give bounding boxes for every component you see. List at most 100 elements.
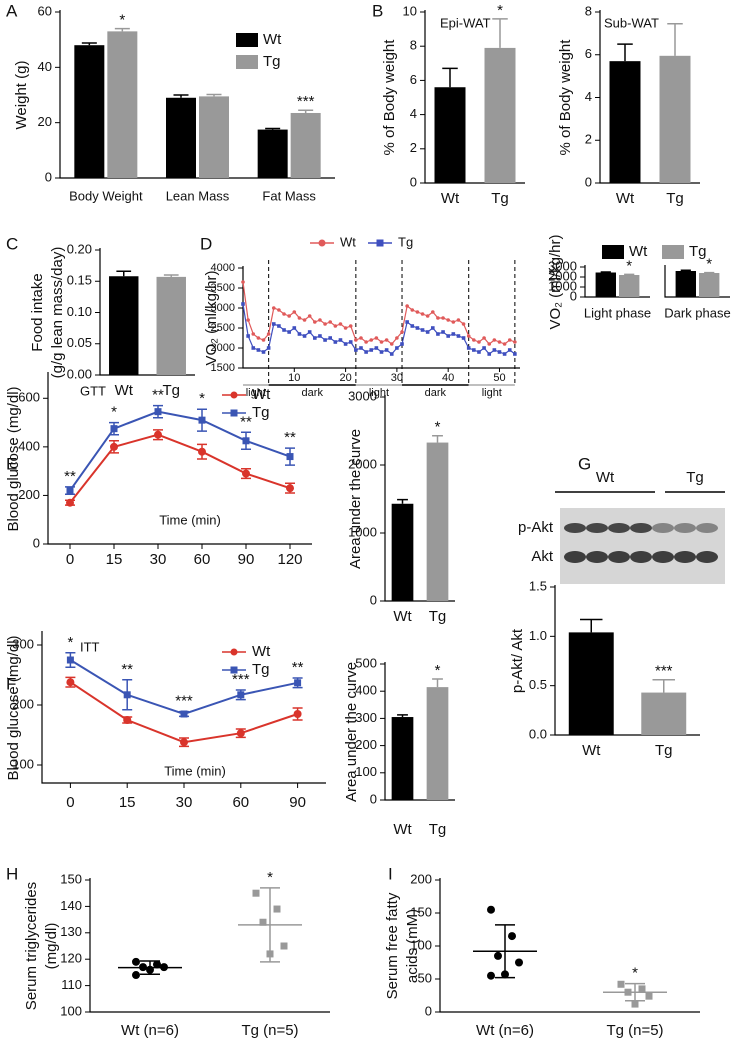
point xyxy=(66,656,74,664)
x-tick-label: 120 xyxy=(277,551,302,568)
point xyxy=(241,302,245,306)
point xyxy=(154,430,162,439)
y-axis-label: Serum free fatty xyxy=(384,892,401,999)
bar xyxy=(199,96,229,178)
point xyxy=(359,346,363,350)
axis xyxy=(41,631,326,784)
point xyxy=(395,346,399,350)
point xyxy=(252,889,260,897)
point xyxy=(198,447,206,456)
error-bar xyxy=(114,27,130,32)
y-tick-label: 100 xyxy=(355,764,377,779)
row-label: Akt xyxy=(531,548,554,565)
point xyxy=(487,905,495,914)
y-tick-label: 600 xyxy=(18,390,40,405)
y-axis-label: Blood glucose (mg/dl) xyxy=(5,635,22,780)
significance: *** xyxy=(175,693,193,710)
bar xyxy=(426,687,449,800)
point xyxy=(343,342,348,346)
point xyxy=(379,340,384,344)
point xyxy=(259,918,267,926)
error-bar xyxy=(617,43,633,62)
point xyxy=(369,338,374,342)
point xyxy=(123,691,131,699)
legend-label: Wt xyxy=(252,386,271,403)
point xyxy=(66,678,75,687)
y-tick-label: 0.00 xyxy=(67,366,92,381)
axis xyxy=(89,878,330,1013)
panel-letter: A xyxy=(6,1,18,20)
y-tick-label: 4 xyxy=(585,89,592,104)
point xyxy=(297,332,302,336)
x-tick-label: Wt xyxy=(441,190,460,207)
point xyxy=(246,318,250,322)
row-label: p-Akt xyxy=(518,519,554,536)
series-line xyxy=(69,433,291,504)
blot-band xyxy=(586,551,608,563)
x-tick-label: Wt (n=6) xyxy=(476,1022,534,1039)
error-bar xyxy=(580,618,603,633)
sd-bar xyxy=(625,982,645,1002)
group-label: Wt xyxy=(596,469,615,486)
point xyxy=(482,346,486,350)
legend-marker xyxy=(376,239,384,247)
point xyxy=(430,310,435,314)
point xyxy=(461,336,466,340)
point xyxy=(354,338,358,342)
error-bar xyxy=(397,714,408,718)
bar xyxy=(699,273,720,297)
panel-letter: B xyxy=(372,1,383,20)
point xyxy=(180,710,188,718)
legend-swatch xyxy=(236,55,258,69)
point xyxy=(369,348,374,352)
point xyxy=(153,960,161,969)
point xyxy=(297,316,302,320)
point xyxy=(631,1000,639,1008)
point xyxy=(307,330,312,334)
point xyxy=(364,350,368,354)
significance: *** xyxy=(655,663,673,680)
blot-band xyxy=(630,551,652,563)
x-tick-label: 15 xyxy=(106,551,123,568)
bar xyxy=(484,47,516,183)
point xyxy=(456,318,461,322)
point xyxy=(251,332,256,336)
blot-band xyxy=(696,551,718,563)
blot-band xyxy=(608,551,630,563)
point xyxy=(513,352,517,356)
bar xyxy=(641,692,687,735)
group-label: Tg xyxy=(686,469,704,486)
y-tick-label: 4000 xyxy=(211,262,235,274)
point xyxy=(515,958,523,967)
x-axis-label: Time (min) xyxy=(164,763,226,778)
point xyxy=(277,324,281,328)
significance: ** xyxy=(64,468,76,485)
y-tick-label: 2000 xyxy=(211,342,235,354)
legend-marker xyxy=(318,239,326,247)
point xyxy=(318,334,322,338)
y-axis-label: Area under the curve xyxy=(347,429,364,569)
y-tick-label: 0.20 xyxy=(67,241,92,256)
y-tick-label: 200 xyxy=(18,487,40,502)
x-tick-label: 50 xyxy=(493,372,505,384)
error-bar xyxy=(492,18,508,48)
bar xyxy=(109,276,139,375)
point xyxy=(338,322,343,326)
y-tick-label: 0 xyxy=(33,535,40,550)
y-axis-label: acids (mM) xyxy=(404,909,421,983)
bar xyxy=(426,442,449,601)
y-tick-label: 0.10 xyxy=(67,304,92,319)
significance: * xyxy=(267,869,273,886)
point xyxy=(477,350,481,354)
x-tick-label: Wt xyxy=(582,742,601,759)
legend-label: Wt xyxy=(252,643,271,660)
bar xyxy=(156,276,186,375)
point xyxy=(384,348,389,352)
blot-band xyxy=(630,523,652,533)
point xyxy=(502,342,507,346)
bar xyxy=(619,275,640,297)
y-axis-label: % of Body weight xyxy=(381,39,398,156)
point xyxy=(333,340,338,344)
y-tick-label: 0 xyxy=(45,169,52,184)
